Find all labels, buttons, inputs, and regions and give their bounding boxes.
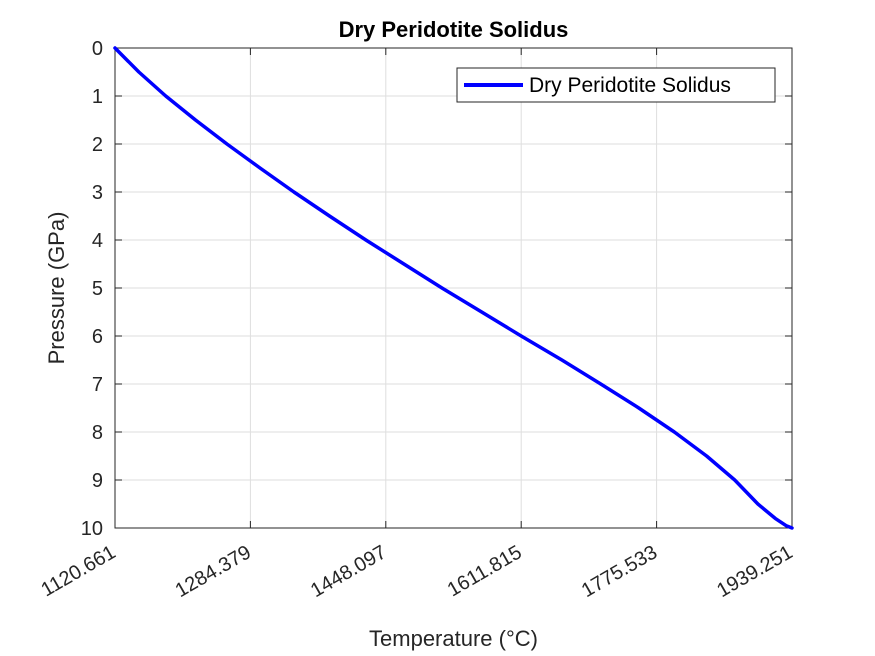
chart-title: Dry Peridotite Solidus [339,17,569,42]
x-tick-label: 1120.661 [38,541,120,601]
x-axis-label: Temperature (°C) [369,626,538,651]
y-tick-label: 10 [81,518,103,540]
x-tick-label: 1939.251 [713,541,796,602]
x-tick-label: 1775.533 [578,541,661,602]
y-tick-label: 6 [92,326,103,348]
y-tick-label: 3 [92,182,103,204]
y-tick-label: 1 [92,86,103,108]
y-tick-label: 0 [92,38,103,60]
x-tick-label: 1611.815 [444,541,526,601]
grid [114,47,793,529]
legend: Dry Peridotite Solidus [456,67,776,103]
y-tick-label: 5 [92,278,103,300]
y-tick-label: 7 [92,374,103,396]
y-axis-label: Pressure (GPa) [44,212,69,365]
x-tick-label: 1448.097 [307,541,390,602]
series-layer [113,46,794,530]
y-tick-label: 8 [92,422,103,444]
x-tick-label: 1284.379 [172,541,255,602]
series-line [113,46,794,530]
y-tick-label: 4 [92,230,103,252]
y-tick-label: 9 [92,470,103,492]
y-tick-label: 2 [92,134,103,156]
ticks: 1120.661 1284.379 1448.097 1611.815 1775.533… [38,38,797,602]
legend-entry-label: Dry Peridotite Solidus [529,74,731,97]
